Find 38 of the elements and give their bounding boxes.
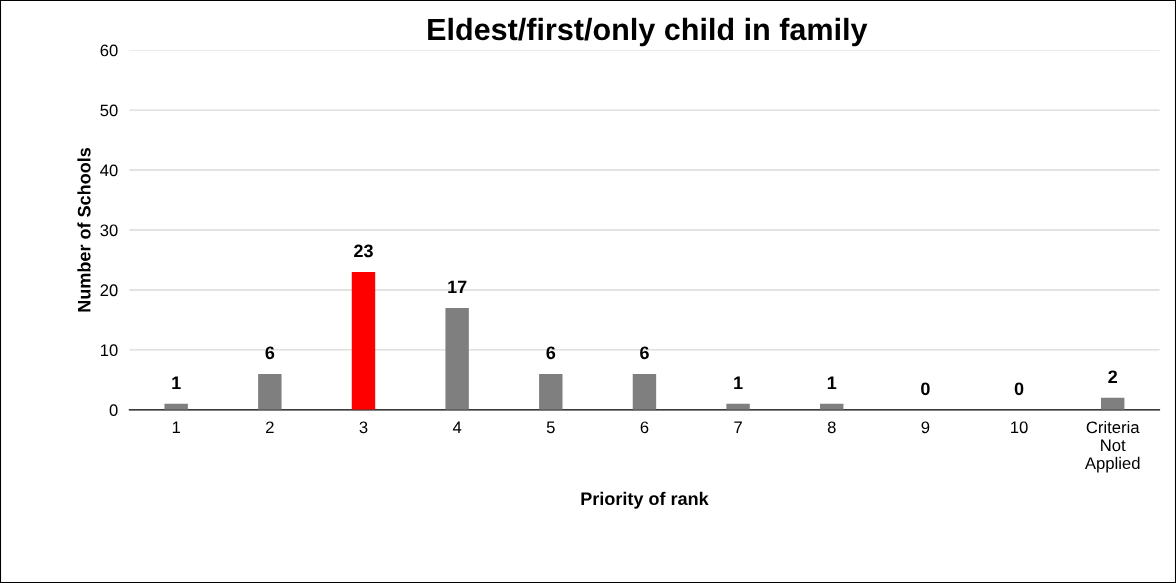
x-tick-label: 2 — [266, 421, 274, 434]
x-tick-label: 7 — [734, 421, 742, 434]
data-label: 1 — [827, 376, 837, 389]
bar — [445, 307, 469, 410]
y-tick-label: 50 — [100, 104, 118, 117]
y-tick-label: 10 — [100, 344, 118, 357]
y-axis-title: Number of Schools — [77, 147, 91, 312]
data-label: 0 — [1014, 382, 1024, 396]
data-label: 0 — [921, 382, 930, 396]
bar — [351, 271, 376, 410]
x-axis-title: Priority of rank — [581, 491, 709, 509]
x-tick-label: 8 — [827, 421, 836, 434]
data-label: 6 — [265, 346, 275, 360]
bar — [539, 373, 563, 410]
x-tick-label: 3 — [359, 421, 368, 434]
y-tick-label: 40 — [100, 164, 118, 177]
x-tick-label: 10 — [1011, 421, 1028, 434]
data-label: 2 — [1108, 370, 1118, 383]
x-tick-label: 1 — [172, 421, 181, 434]
data-label: 17 — [448, 280, 467, 294]
y-tick-label: 0 — [109, 404, 118, 417]
x-tick-label: 6 — [640, 421, 649, 434]
bar — [632, 373, 657, 410]
data-label: 6 — [546, 346, 556, 360]
y-tick-label: 30 — [100, 224, 118, 237]
data-label: 1 — [172, 376, 181, 389]
data-label: 6 — [640, 346, 649, 360]
x-tick-label: 5 — [546, 421, 555, 434]
chart-title: Eldest/first/only child in family — [428, 17, 868, 47]
data-label: 1 — [734, 376, 743, 389]
bar — [258, 373, 282, 410]
x-tick-label: Criteria Not Applied — [1084, 420, 1140, 473]
data-label: 23 — [354, 244, 373, 258]
x-tick-label: 9 — [921, 421, 930, 434]
y-tick-label: 60 — [100, 44, 118, 57]
x-tick-label: 4 — [452, 421, 462, 434]
y-tick-label: 20 — [100, 284, 118, 297]
bar — [1101, 397, 1125, 410]
